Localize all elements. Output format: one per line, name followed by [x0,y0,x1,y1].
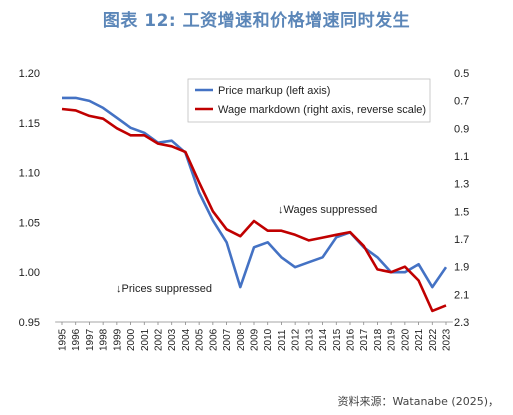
x-tick-label: 1996 [71,328,82,351]
legend-label: Wage markdown (right axis, reverse scale… [218,104,426,116]
x-tick-label: 2006 [208,328,219,351]
x-tick-label: 1999 [112,328,123,351]
x-tick-label: 2002 [154,328,165,351]
x-tick-label: 2005 [195,328,206,351]
x-tick-label: 2009 [250,328,261,351]
x-tick-label: 2020 [400,328,411,351]
right-tick-label: 0.9 [454,123,469,135]
left-axis: 0.95 1.00 1.05 1.10 1.15 1.20 [19,68,40,329]
x-tick-label: 2012 [291,328,302,351]
x-tick-label: 2013 [304,328,315,351]
right-tick-label: 1.1 [454,151,469,163]
x-tick-label: 1998 [99,328,110,351]
right-tick-label: 1.9 [454,262,469,274]
right-tick-label: 1.3 [454,179,469,191]
x-tick-label: 2021 [414,328,425,351]
left-tick-label: 1.15 [19,118,40,130]
right-tick-label: 1.7 [454,234,469,246]
legend: Price markup (left axis) Wage markdown (r… [187,78,431,123]
x-tick-label: 2014 [318,328,329,351]
right-tick-label: 2.3 [454,317,469,329]
chart-title: 图表 12: 工资增速和价格增速同时发生 [102,11,411,31]
x-tick-label: 2022 [428,328,439,351]
x-tick-label: 1997 [85,328,96,351]
left-tick-label: 1.00 [19,267,40,279]
x-tick-label: 2001 [140,328,151,351]
left-tick-label: 1.20 [19,68,40,80]
x-tick-label: 2019 [387,328,398,351]
right-tick-label: 1.5 [454,206,469,218]
price-markup-line [62,96,448,289]
legend-label: Price markup (left axis) [218,85,330,97]
annotation-layer: ↓Wages suppressed ↓Prices suppressed [116,204,377,295]
prices-suppressed-annotation: ↓Prices suppressed [116,283,212,295]
wage-markdown-line [61,107,447,313]
left-tick-label: 1.10 [19,168,40,180]
legend-box [187,78,431,123]
right-axis: 0.5 0.7 0.9 1.1 1.3 1.5 1.7 1.9 2.1 2.3 [454,68,469,329]
x-tick-label: 1995 [58,328,69,351]
left-tick-label: 0.95 [19,317,40,329]
x-tick-label: 2010 [263,328,274,351]
x-tick-label: 2018 [373,328,384,351]
right-tick-label: 0.7 [454,96,469,108]
x-tick-label: 2003 [167,328,178,351]
x-tick-label: 2000 [126,328,137,351]
x-tick-label: 2011 [277,329,288,351]
left-tick-label: 1.05 [19,217,40,229]
x-tick-label: 2004 [181,328,192,351]
x-tick-label: 2007 [222,328,233,351]
wages-suppressed-annotation: ↓Wages suppressed [278,204,377,216]
x-tick-label: 2008 [236,328,247,351]
x-axis: 1995 1996 1997 1998 1999 2000 2001 2002 2003 2004… [55,321,453,351]
x-tick-label: 2023 [442,328,453,351]
right-tick-label: 2.1 [454,289,469,301]
x-tick-label: 2015 [332,328,343,351]
x-tick-label: 2017 [359,328,370,351]
source-note: 资料来源：Watanabe (2025)， [337,395,499,408]
right-tick-label: 0.5 [454,68,469,80]
series-layer [61,96,448,313]
x-tick-label: 2016 [346,328,357,351]
